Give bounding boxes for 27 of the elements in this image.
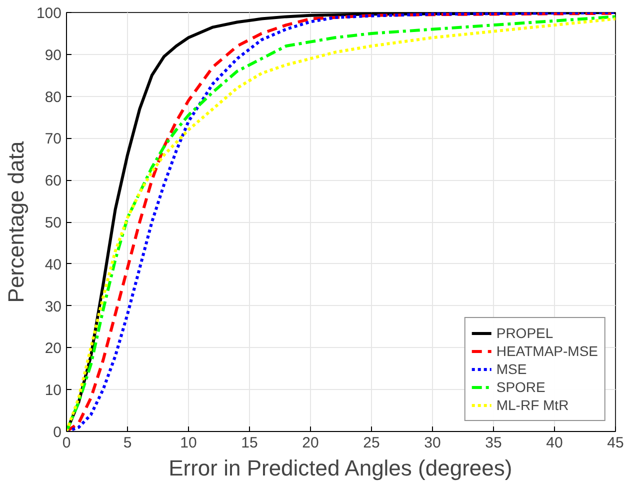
x-tick-label: 25 [363, 434, 380, 452]
y-tick-label: 80 [44, 88, 62, 106]
legend-label: PROPEL [496, 324, 554, 342]
legend-label: HEATMAP-MSE [496, 342, 598, 360]
x-tick-label: 30 [424, 434, 441, 452]
y-tick-label: 70 [44, 130, 62, 148]
x-tick-label: 40 [546, 434, 563, 452]
y-tick-label: 20 [44, 340, 62, 358]
x-tick-label: 10 [180, 434, 197, 452]
y-tick-label: 0 [53, 424, 62, 441]
y-tick-label: 40 [44, 256, 62, 274]
x-tick-label: 45 [607, 434, 624, 452]
y-tick-label: 50 [44, 214, 62, 232]
y-tick-label: 30 [44, 298, 62, 316]
y-tick-label: 90 [44, 46, 62, 64]
x-tick-label: 20 [302, 434, 319, 452]
x-tick-label: 35 [485, 434, 502, 452]
y-tick-label: 100 [36, 5, 62, 22]
legend-label: ML-RF MtR [496, 396, 569, 414]
x-tick-label: 5 [123, 434, 132, 452]
x-axis-title: Error in Predicted Angles (degrees) [168, 456, 512, 480]
y-tick-label: 60 [44, 172, 62, 190]
y-tick-label: 10 [44, 382, 62, 400]
x-tick-label: 15 [241, 434, 258, 452]
legend-label: SPORE [496, 378, 546, 396]
legend-label: MSE [496, 360, 527, 378]
y-axis-title: Percentage data [3, 140, 28, 303]
